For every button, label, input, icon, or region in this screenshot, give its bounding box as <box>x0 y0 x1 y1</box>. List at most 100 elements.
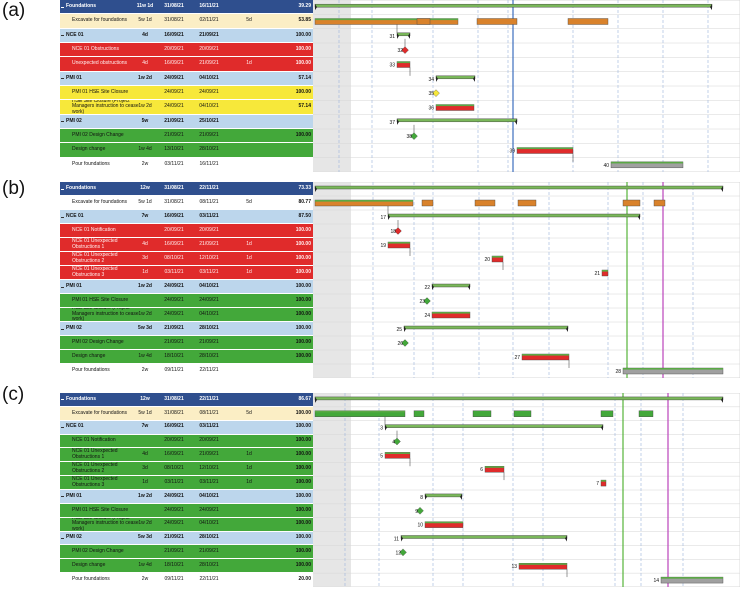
summary-row[interactable]: PMI 01 1w 2d 24/09/21 04/10/21 100.00 <box>60 490 313 504</box>
gantt-task-27[interactable]: 27 <box>514 353 570 361</box>
milestone-diamond <box>432 89 440 97</box>
task-row[interactable]: PMI 01 HSE Site Closure 24/09/21 24/09/21 1… <box>60 503 313 518</box>
gantt-task-7[interactable]: 7 <box>596 479 607 487</box>
gantt-milestone-32[interactable]: 32 <box>397 46 409 55</box>
table-header-row[interactable]: Foundations 12w 31/08/21 22/11/21 73.33 <box>60 182 313 196</box>
summary-row[interactable]: NCE 01 7w 16/09/21 03/11/21 87.50 <box>60 210 313 224</box>
gantt-milestone-38[interactable]: 38 <box>406 132 418 141</box>
duration-cell: 1d <box>142 478 148 485</box>
gantt-summary-3[interactable]: 3 <box>380 424 604 432</box>
gantt-task-13[interactable]: 13 <box>511 563 568 570</box>
task-row[interactable]: Excavate for foundations 5w 1d 31/08/21 02/… <box>60 14 313 29</box>
gantt-milestone-35[interactable]: 35 <box>428 89 440 98</box>
task-bar-segment <box>600 410 614 417</box>
task-row[interactable]: Design change 1w 4d 13/10/21 28/10/21 <box>60 143 313 158</box>
collapse-toggle-icon[interactable] <box>61 399 64 401</box>
table-header-row[interactable]: Foundations 12w 31/08/21 22/11/21 86.67 <box>60 393 313 407</box>
task-row[interactable]: PMI 01 HSE Site Closure 24/09/21 24/09/21 1… <box>60 294 313 308</box>
task-row[interactable]: NCE 01 Notification 20/09/21 20/09/21 100.0… <box>60 224 313 238</box>
gantt-milestone-18[interactable]: 18 <box>390 227 402 236</box>
gantt-summary-22[interactable]: 22 <box>424 283 471 291</box>
collapse-toggle-icon[interactable] <box>61 427 64 429</box>
gantt-summary-31[interactable]: 31 <box>389 32 411 40</box>
collapse-toggle-icon[interactable] <box>61 496 64 498</box>
gantt-task-2[interactable]: 2 <box>313 410 654 418</box>
finish-date-cell: 02/11/21 <box>199 17 219 24</box>
collapse-toggle-icon[interactable] <box>61 35 64 37</box>
summary-end-cap <box>425 493 427 500</box>
collapse-toggle-icon[interactable] <box>61 537 64 539</box>
gantt-task-40[interactable]: 40 <box>603 161 684 169</box>
summary-row[interactable]: PMI 02 5w 21/09/21 25/10/21 <box>60 114 313 129</box>
gantt-summary-29[interactable]: 29 <box>313 3 713 11</box>
gantt-summary-37[interactable]: 37 <box>389 118 518 126</box>
task-row[interactable]: Unexpected obstructions 4d 16/09/21 21/09/2… <box>60 57 313 72</box>
gantt-milestone-26[interactable]: 26 <box>397 339 409 348</box>
task-row[interactable]: Pour foundations 2w 09/11/21 22/11/21 20.00 <box>60 573 313 587</box>
task-row[interactable]: PMI 02 Design Change 21/09/21 21/09/21 100.… <box>60 336 313 350</box>
task-row[interactable]: Excavate for foundations 5w 1d 31/08/21 08/… <box>60 406 313 421</box>
gantt-task-5[interactable]: 5 <box>380 452 411 459</box>
collapse-toggle-icon[interactable] <box>61 78 64 80</box>
task-row[interactable]: PMI 02 Design Change 21/09/21 21/09/21 100.… <box>60 129 313 144</box>
task-row[interactable]: HSE Site Closure (Project Managers instr… <box>60 517 313 532</box>
gantt-milestone-12[interactable]: 12 <box>395 548 407 557</box>
gantt-task-6[interactable]: 6 <box>480 466 505 473</box>
task-row[interactable]: PMI 02 Design Change 21/09/21 21/09/21 100.… <box>60 545 313 560</box>
task-progress-strip <box>385 452 410 454</box>
summary-row[interactable]: PMI 02 5w 3d 21/09/21 28/10/21 100.00 <box>60 531 313 546</box>
task-row[interactable]: NCE 01 Unexpected Obstructions 2 3d 08/10/… <box>60 252 313 266</box>
gantt-task-36[interactable]: 36 <box>428 104 475 112</box>
collapse-toggle-icon[interactable] <box>61 6 64 8</box>
collapse-toggle-icon[interactable] <box>61 328 64 330</box>
lag-cell: 1d <box>246 254 252 261</box>
gantt-summary-8[interactable]: 8 <box>420 493 463 501</box>
task-row[interactable]: NCE 01 Unexpected Obstructions 2 3d 08/10/… <box>60 462 313 477</box>
summary-row[interactable]: NCE 01 4d 16/09/21 21/09/21 100.00 <box>60 28 313 43</box>
gantt-task-33[interactable]: 33 <box>389 61 411 69</box>
task-row[interactable]: HSE Site Closure (Project Managers instr… <box>60 100 313 115</box>
gantt-task-24[interactable]: 24 <box>424 311 471 319</box>
summary-row[interactable]: PMI 01 1w 2d 24/09/21 04/10/21 57.14 <box>60 71 313 86</box>
gantt-milestone-4[interactable]: 4 <box>392 437 401 446</box>
gantt-summary-17[interactable]: 17 <box>380 213 641 221</box>
collapse-toggle-icon[interactable] <box>61 121 64 123</box>
summary-bar <box>424 493 463 498</box>
collapse-toggle-icon[interactable] <box>61 188 64 190</box>
gantt-task-16[interactable]: 16 <box>313 199 666 207</box>
task-row[interactable]: Excavate for foundations 5w 1d 31/08/21 08/… <box>60 196 313 210</box>
gantt-task-14[interactable]: 14 <box>653 576 724 584</box>
collapse-toggle-icon[interactable] <box>61 216 64 218</box>
task-row[interactable]: HSE Site Closure (Project Managers instr… <box>60 308 313 322</box>
gantt-task-39[interactable]: 39 <box>509 147 574 155</box>
gantt-task-28[interactable]: 28 <box>615 367 724 375</box>
lag-cell: 5d <box>246 198 252 205</box>
gantt-milestone-23[interactable]: 23 <box>419 297 431 306</box>
gantt-summary-11[interactable]: 11 <box>394 535 568 543</box>
task-row[interactable]: NCE 01 Unexpected Obstructions 1 4d 16/09/… <box>60 448 313 463</box>
task-row[interactable]: Pour foundations 2w 09/11/21 22/11/21 <box>60 364 313 378</box>
task-row[interactable]: Design change 1w 4d 18/10/21 28/10/21 100.00 <box>60 559 313 574</box>
gantt-summary-34[interactable]: 34 <box>428 75 476 83</box>
gantt-task-20[interactable]: 20 <box>484 255 504 263</box>
gantt-task-21[interactable]: 21 <box>594 269 609 277</box>
gantt-task-19[interactable]: 19 <box>380 241 411 249</box>
table-header-row[interactable]: Foundations 11w 1d 31/08/21 16/11/21 39.29 <box>60 0 313 15</box>
gantt-summary-25[interactable]: 25 <box>396 325 569 333</box>
task-row[interactable]: NCE 01 Unexpected Obstructions 1 4d 16/09/… <box>60 238 313 252</box>
task-row[interactable]: PMI 01 HSE Site Closure 24/09/21 24/09/21 1… <box>60 86 313 101</box>
gantt-milestone-9[interactable]: 9 <box>415 507 424 515</box>
task-row[interactable]: NCE 01 Notification 20/09/21 20/09/21 100.0… <box>60 434 313 449</box>
gantt-task-30[interactable]: 30 <box>313 18 609 26</box>
task-row[interactable]: NCE 01 Obstructions 20/09/21 20/09/21 100.0… <box>60 43 313 58</box>
task-row[interactable]: NCE 01 Unexpected Obstructions 3 1d 03/11/… <box>60 476 313 490</box>
task-row[interactable]: Pour foundations 2w 03/11/21 16/11/21 <box>60 157 313 172</box>
summary-row[interactable]: PMI 02 5w 3d 21/09/21 28/10/21 100.00 <box>60 322 313 336</box>
summary-row[interactable]: PMI 01 1w 2d 24/09/21 04/10/21 100.00 <box>60 280 313 294</box>
gantt-task-10[interactable]: 10 <box>417 521 464 529</box>
task-row[interactable]: Design change 1w 4d 18/10/21 28/10/21 100.00 <box>60 350 313 364</box>
task-row[interactable]: NCE 01 Unexpected Obstructions 3 1d 03/11/… <box>60 266 313 280</box>
collapse-toggle-icon[interactable] <box>61 286 64 288</box>
task-name-cell: Foundations <box>66 2 96 9</box>
summary-row[interactable]: NCE 01 7w 16/09/21 03/11/21 100.00 <box>60 420 313 435</box>
